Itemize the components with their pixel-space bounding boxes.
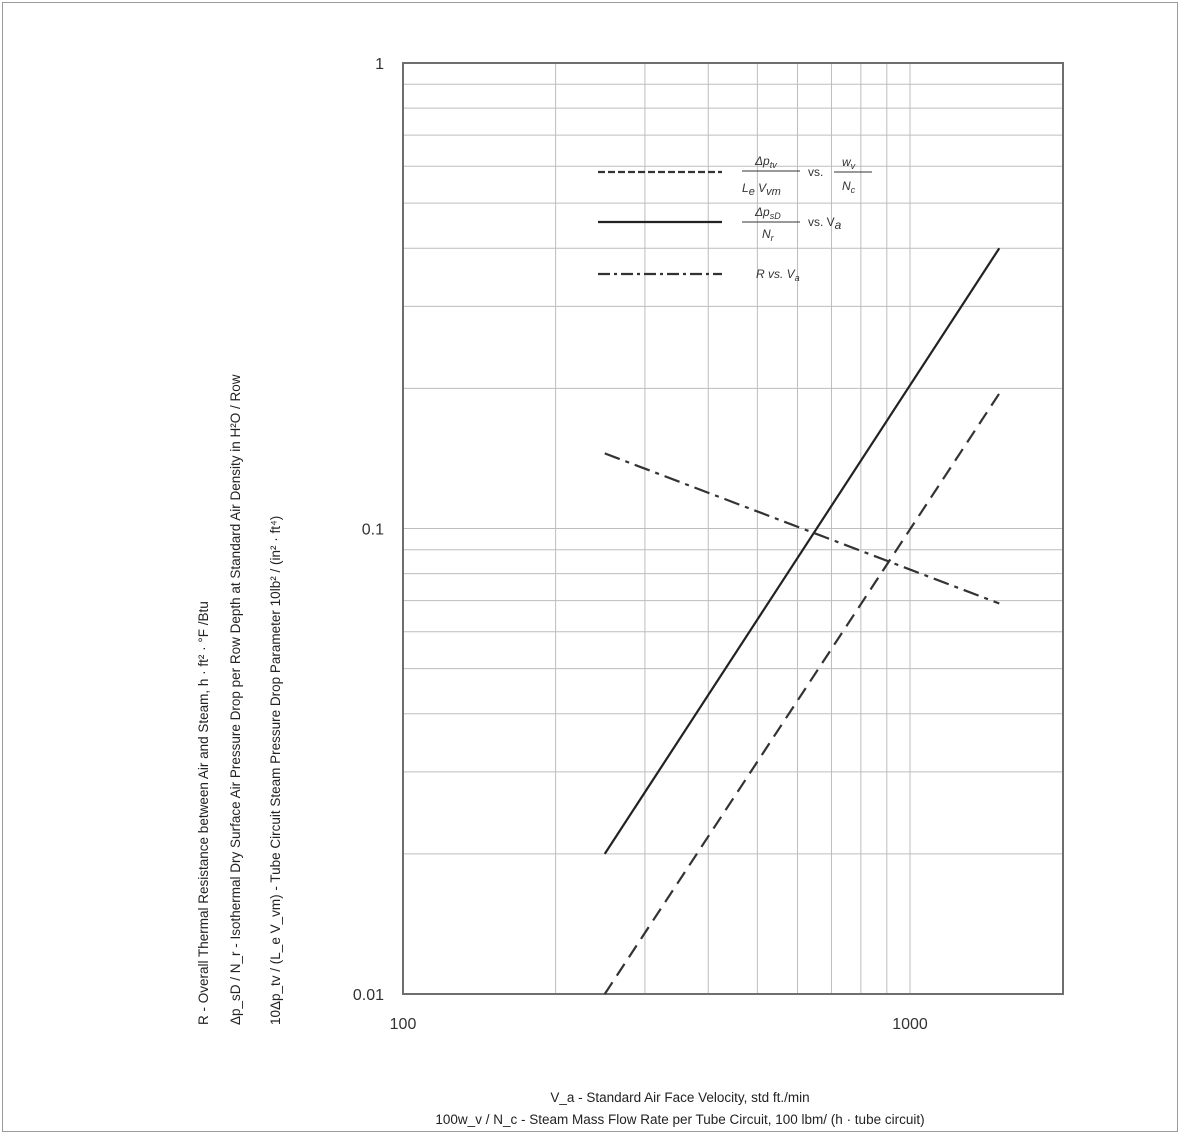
x-axis-label-2: 100w_v / N_c - Steam Mass Flow Rate per … — [435, 1112, 925, 1127]
x-tick-label: 100 — [390, 1016, 417, 1033]
legend-1-rhs-numerator: wv — [842, 155, 856, 171]
y-axis-label-2: Δp_sD / N_r - Isothermal Dry Surface Air… — [228, 374, 243, 1025]
y-tick-label: 0.01 — [353, 987, 384, 1004]
legend-2-vs: vs. Va — [808, 215, 842, 232]
legend-2-denominator: Nr — [762, 227, 775, 243]
legend-3-label: R vs. Va — [756, 267, 800, 283]
legend-1-numerator: Δptv — [754, 154, 777, 170]
legend: Δptv Le Vvm vs. wv Nc ΔpsD Nr vs. Va R v… — [598, 154, 872, 283]
y-axis-label-3: 10Δp_tv / (L_e V_vm) - Tube Circuit Stea… — [268, 516, 283, 1025]
legend-1-vs: vs. — [808, 165, 823, 179]
y-tick-label: 1 — [375, 56, 384, 73]
series-line-dashdot — [604, 452, 1000, 605]
tick-labels: 100 1000 1 0.1 0.01 — [353, 56, 928, 1033]
x-axis-label-1: V_a - Standard Air Face Velocity, std ft… — [550, 1090, 810, 1105]
y-axis-labels: R - Overall Thermal Resistance between A… — [196, 374, 283, 1025]
plot-area-border — [402, 62, 1064, 995]
series-line-solid — [603, 247, 1001, 855]
series-group — [603, 247, 1001, 995]
y-axis-label-1: R - Overall Thermal Resistance between A… — [196, 601, 211, 1025]
grid — [403, 63, 1063, 994]
legend-1-rhs-denominator: Nc — [842, 179, 856, 195]
legend-2-numerator: ΔpsD — [754, 205, 781, 221]
series-line-dashed — [603, 392, 1001, 995]
y-tick-label: 0.1 — [362, 522, 384, 539]
legend-1-denominator: Le Vvm — [742, 181, 781, 198]
x-tick-label: 1000 — [892, 1016, 928, 1033]
